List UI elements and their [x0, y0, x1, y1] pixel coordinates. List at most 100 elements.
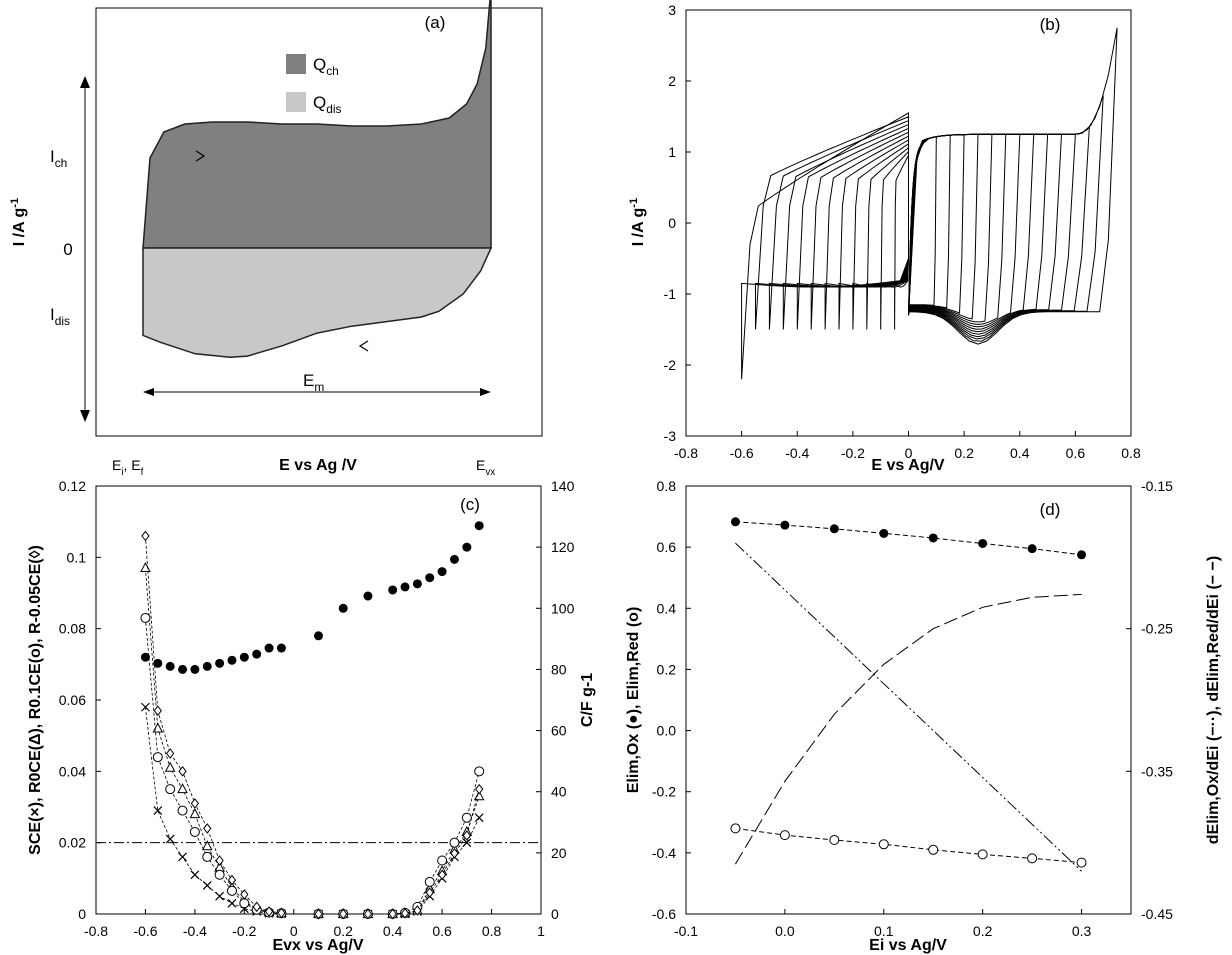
r01-point	[177, 805, 188, 816]
x-tick-label: 0.4	[383, 923, 403, 939]
panel-d: -0.1 0.0 0.1 0.2 0.3 -0.6 -0.4 -0.2 0.0 0.2 0.4 0.6…	[625, 478, 1222, 954]
r005-point	[166, 748, 175, 759]
capacitance-point	[388, 585, 398, 595]
series-connector	[392, 789, 480, 915]
x-tick-label: -0.8	[674, 445, 698, 461]
r005-point	[141, 530, 150, 542]
elim-red-point	[730, 823, 741, 834]
elim-ox-point	[978, 538, 988, 548]
em-arrow-right-head	[480, 388, 491, 396]
x-tick-label: -0.8	[84, 923, 108, 939]
x-axis-label: Ei vs Ag/V	[869, 937, 947, 954]
em-arrow-left-head	[143, 388, 154, 396]
discharge-area	[142, 247, 493, 359]
voltammogram-negative	[741, 112, 909, 380]
x-tick-label: 0	[905, 445, 913, 461]
x-axis-label: E vs Ag /V	[279, 457, 357, 474]
r01-point	[140, 612, 151, 623]
y-tick-label: 1	[668, 144, 676, 160]
elim-red-point	[779, 830, 790, 841]
capacitance-point	[437, 567, 447, 577]
legend-swatch-discharge	[286, 92, 306, 112]
y2-tick-label: 60	[551, 723, 567, 739]
r01-point	[226, 885, 237, 896]
current-arrow-up-head	[80, 76, 90, 88]
r005-point	[277, 907, 286, 919]
idis-label: Idis	[50, 305, 70, 328]
y2-tick-label: -0.25	[1141, 621, 1173, 637]
x-tick-label: -0.6	[133, 923, 157, 939]
r005-point	[252, 901, 261, 913]
r005-point	[437, 869, 447, 881]
elim-red-point	[928, 844, 939, 855]
series-connector	[145, 617, 282, 914]
elim-ox-point	[829, 524, 839, 534]
series-connector	[145, 707, 282, 914]
capacitance-point	[462, 542, 472, 552]
y2-tick-label: 40	[551, 784, 567, 800]
charge-direction-arrow	[195, 150, 206, 162]
sce-point	[227, 898, 237, 908]
elim-red-point	[829, 835, 840, 846]
x-mark-vertex: Evx	[476, 457, 495, 478]
r005-point	[450, 848, 459, 859]
legend-swatch-charge	[286, 54, 306, 74]
r0-point	[177, 783, 188, 794]
r005-point	[388, 908, 397, 920]
r01-point	[152, 752, 163, 763]
r005-point	[475, 783, 484, 795]
x-tick-label: -0.4	[785, 445, 809, 461]
capacitance-point	[190, 664, 200, 674]
y-tick-label: 0.08	[59, 621, 86, 637]
y-tick-label: 0.1	[67, 549, 87, 565]
y-tick-label: -0.4	[652, 845, 676, 861]
voltammogram-positive	[908, 133, 1035, 330]
r0-point	[164, 761, 176, 772]
elim-red-point	[977, 849, 988, 860]
r0-point	[140, 561, 151, 573]
sce-point	[462, 838, 472, 848]
r005-point	[339, 908, 348, 920]
series-connector	[392, 796, 480, 915]
sce-point	[215, 891, 225, 901]
capacitance-point	[165, 661, 175, 671]
x-tick-label: -0.2	[841, 445, 865, 461]
voltammogram-positive	[908, 134, 951, 316]
x-tick-label: 0.8	[482, 923, 502, 939]
r005-point	[363, 908, 373, 920]
y-tick-label: 0.06	[59, 692, 86, 708]
dox-derivative-line	[735, 542, 1082, 872]
x-tick-label: 0.3	[1072, 923, 1092, 939]
panel-label: (c)	[460, 495, 480, 514]
y-tick-label: 0.2	[657, 661, 677, 677]
y-tick-label: -2	[664, 357, 677, 373]
r01-point	[202, 851, 213, 862]
panel-label: (a)	[425, 13, 446, 32]
capacitance-point	[449, 554, 459, 564]
x-tick-label: 0.4	[1010, 445, 1030, 461]
r01-point	[449, 837, 460, 848]
x-axis-label: Evx vs Ag/V	[272, 937, 363, 954]
r005-point	[153, 705, 162, 717]
elim-ox-point	[928, 533, 938, 543]
legend-label-charge: Qch	[313, 55, 339, 78]
y-axis-label: I /A g-1	[628, 198, 647, 246]
capacitance-point	[338, 603, 348, 613]
capacitance-point	[276, 643, 286, 653]
r0-point	[189, 808, 201, 819]
y-axis-label: SCE(×), R0CE(Δ), R0.1CE(o), R-0.05CE(◊)	[27, 545, 44, 855]
charge-area	[142, 0, 492, 249]
sce-point	[165, 834, 175, 844]
r0-point	[201, 840, 213, 851]
r01-point	[239, 898, 250, 909]
voltammogram-positive	[908, 133, 979, 320]
capacitance-point	[227, 655, 237, 665]
r005-point	[413, 905, 422, 916]
panel-b: -0.8 -0.6 -0.4 -0.2 0 0.2 0.4 0.6 0.8 -3 -2 -1 0 1 2 3 E…	[628, 2, 1141, 474]
r005-point	[314, 908, 323, 920]
r0-point	[473, 790, 485, 801]
x-tick-label: 0	[290, 923, 298, 939]
x-tick-label: 0.2	[973, 923, 993, 939]
x-tick-label: -0.1	[674, 923, 698, 939]
r005-point	[240, 889, 249, 900]
